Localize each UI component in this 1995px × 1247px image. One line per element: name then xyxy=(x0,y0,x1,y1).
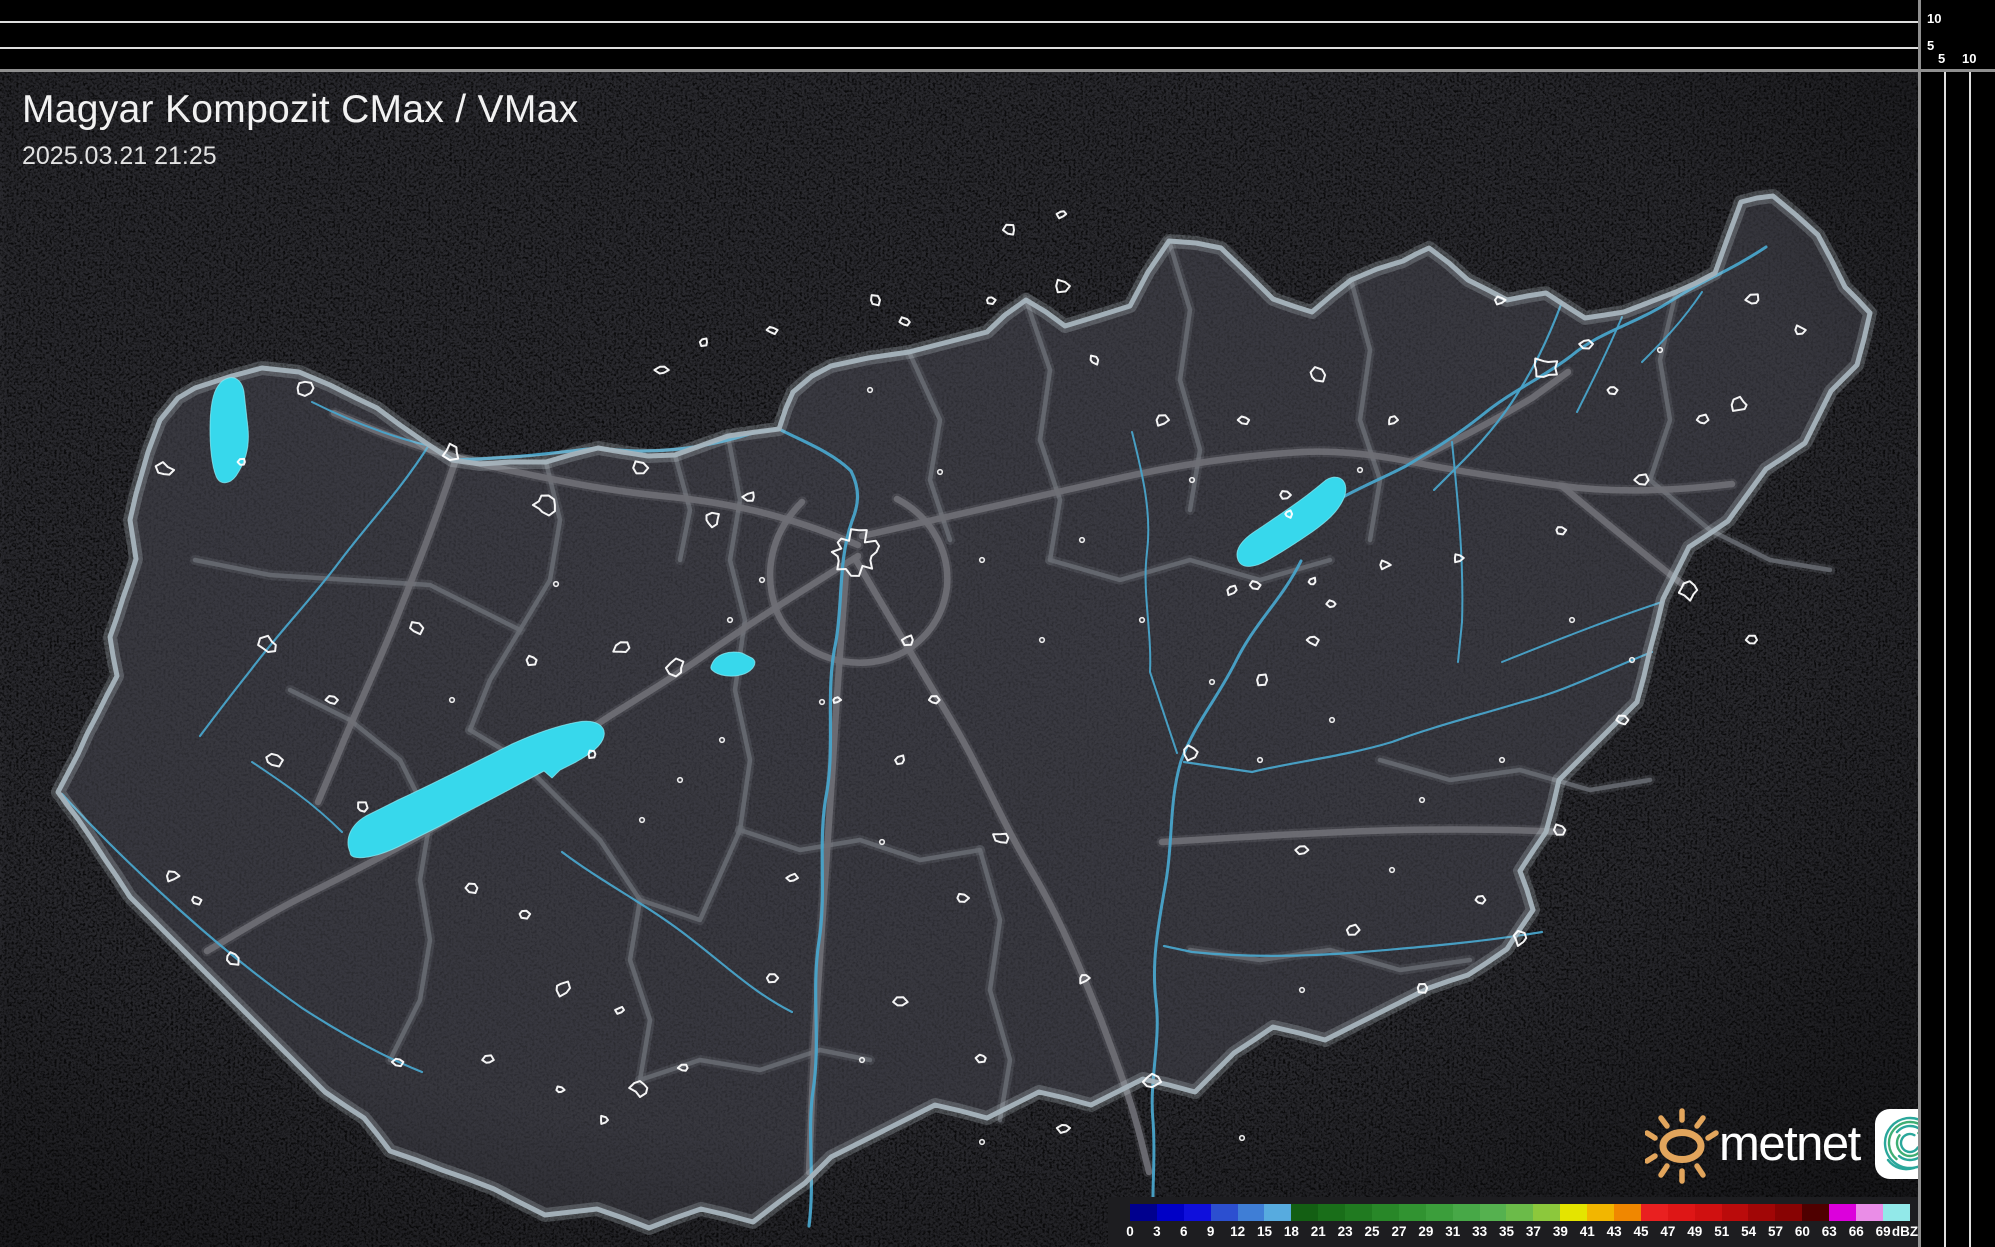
rivers xyxy=(60,245,1768,1228)
city-outlines xyxy=(154,210,1807,1146)
colorbar-segment xyxy=(1291,1204,1319,1221)
colorbar-tick-label: 47 xyxy=(1660,1224,1676,1239)
vertical-projection-right-panel: 10 5 5 10 xyxy=(1918,0,1995,1247)
colorbar-tick-label: 23 xyxy=(1337,1224,1353,1239)
colorbar-segment xyxy=(1856,1204,1883,1221)
colorbar-segment xyxy=(1210,1204,1238,1221)
colorbar-segment xyxy=(1264,1204,1292,1221)
colorbar-segment xyxy=(1882,1204,1910,1221)
colorbar-segment xyxy=(1560,1204,1588,1221)
colorbar-segment xyxy=(1479,1204,1507,1221)
colorbar-segment xyxy=(1587,1204,1615,1221)
lakes xyxy=(209,377,1347,859)
colorbar-tick-label: 63 xyxy=(1821,1224,1837,1239)
colorbar-segment xyxy=(1156,1204,1184,1221)
colorbar-segment xyxy=(1318,1204,1346,1221)
country-border xyxy=(51,189,1877,1235)
height-scale-label: 10 xyxy=(1927,11,1942,26)
height-scale-label: 5 xyxy=(1927,38,1935,53)
colorbar-segment xyxy=(1721,1204,1749,1221)
height-gridline-10km xyxy=(0,21,1918,23)
colorbar-tick-label: 15 xyxy=(1256,1224,1272,1239)
colorbar-segment xyxy=(1398,1204,1426,1221)
vertical-projection-top-panel xyxy=(0,0,1918,72)
colorbar-segment xyxy=(1425,1204,1453,1221)
colorbar-tick-label: 35 xyxy=(1499,1224,1515,1239)
colorbar-segment xyxy=(1345,1204,1373,1221)
colorbar-tick-label: 45 xyxy=(1633,1224,1649,1239)
height-gridline-5km xyxy=(1944,72,1946,1247)
panel-corner-divider xyxy=(1921,69,1995,72)
brand-name: metnet xyxy=(1719,1117,1861,1171)
height-gridline-5km xyxy=(0,47,1918,49)
colorbar-segment xyxy=(1183,1204,1211,1221)
sun-icon xyxy=(1645,1108,1719,1184)
colorbar-tick-label: 66 xyxy=(1848,1224,1864,1239)
colorbar-tick-label: 60 xyxy=(1794,1224,1810,1239)
colorbar-tick-label: 29 xyxy=(1418,1224,1434,1239)
colorbar-tick-label: 6 xyxy=(1180,1224,1188,1239)
colorbar-segment xyxy=(1533,1204,1561,1221)
page-title: Magyar Kompozit CMax / VMax xyxy=(22,88,579,131)
colorbar-segment xyxy=(1452,1204,1480,1221)
colorbar-tick-label: 49 xyxy=(1687,1224,1703,1239)
colorbar-tick-label: 51 xyxy=(1714,1224,1730,1239)
height-gridline-10km xyxy=(1969,72,1971,1247)
colorbar-segment xyxy=(1237,1204,1265,1221)
colorbar-segment xyxy=(1640,1204,1668,1221)
roads xyxy=(203,368,1736,1176)
colorbar-tick-label: 31 xyxy=(1445,1224,1461,1239)
colorbar-segment xyxy=(1130,1204,1157,1221)
colorbar-tick-label: 25 xyxy=(1364,1224,1380,1239)
colorbar-tick-label: 27 xyxy=(1391,1224,1407,1239)
colorbar-tick-label: 41 xyxy=(1579,1224,1595,1239)
colorbar-tick-label: 9 xyxy=(1206,1224,1215,1239)
timestamp: 2025.03.21 21:25 xyxy=(22,142,217,170)
height-scale-label: 5 xyxy=(1938,51,1946,66)
colorbar-segment xyxy=(1829,1204,1857,1221)
height-scale-label: 10 xyxy=(1962,51,1977,66)
colorbar-tick-label: 21 xyxy=(1310,1224,1326,1239)
colorbar-tick-label: 39 xyxy=(1552,1224,1568,1239)
colorbar-tick-label: 33 xyxy=(1472,1224,1488,1239)
colorbar-tick-label: 57 xyxy=(1768,1224,1784,1239)
metnet-logo: metnet xyxy=(1645,1100,1946,1188)
colorbar-tick-label: 3 xyxy=(1153,1224,1161,1239)
colorbar-tick-label: 37 xyxy=(1525,1224,1541,1239)
colorbar-tick-label: 69 xyxy=(1875,1224,1891,1239)
colorbar-tick-label: 12 xyxy=(1230,1224,1246,1239)
dbz-colorbar: 0 3 6 9 12 15 18 21 23 25 27 29 31 33 35 37 39 41 43 45 47 49… xyxy=(1108,1197,1918,1247)
title-block: Magyar Kompozit CMax / VMax 2025.03.21 2… xyxy=(22,88,578,171)
colorbar-tick-label: 43 xyxy=(1606,1224,1622,1239)
colorbar-segment xyxy=(1802,1204,1830,1221)
colorbar-unit-label: dBZ xyxy=(1891,1224,1919,1239)
colorbar-segment xyxy=(1372,1204,1399,1221)
colorbar-segment xyxy=(1667,1204,1695,1221)
colorbar-segment xyxy=(1614,1204,1641,1221)
colorbar-segment xyxy=(1694,1204,1722,1221)
colorbar-tick-label: 54 xyxy=(1741,1224,1757,1239)
county-borders xyxy=(192,238,1833,1123)
colorbar-segment xyxy=(1775,1204,1803,1221)
colorbar-segment xyxy=(1748,1204,1776,1221)
colorbar-gradient xyxy=(1130,1204,1910,1221)
colorbar-tick-label: 18 xyxy=(1283,1224,1299,1239)
colorbar-tick-label: 0 xyxy=(1126,1224,1134,1239)
colorbar-segment xyxy=(1506,1204,1534,1221)
